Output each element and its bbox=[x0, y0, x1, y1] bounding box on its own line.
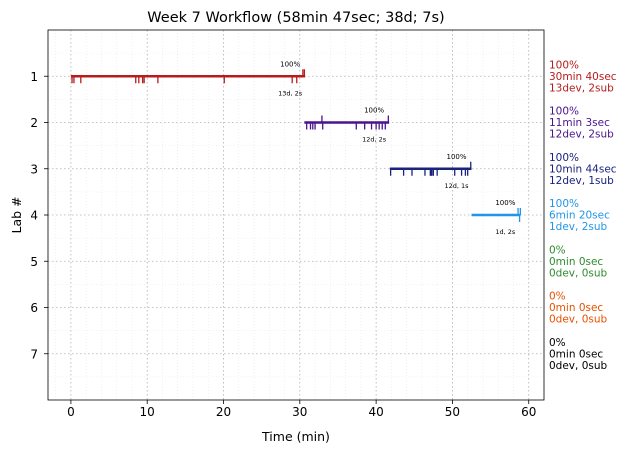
lab-5-legend-line: 0min 0sec bbox=[549, 256, 603, 268]
lab-1-summary-label: 13d, 2s bbox=[278, 89, 303, 97]
y-tick-label: 1 bbox=[30, 70, 38, 84]
y-axis-label: Lab # bbox=[9, 196, 24, 233]
lab-4-legend-line: 1dev, 2sub bbox=[549, 221, 608, 233]
lab-6-legend-line: 0% bbox=[549, 291, 566, 303]
y-tick-label: 3 bbox=[30, 162, 38, 176]
x-tick-label: 50 bbox=[445, 405, 460, 419]
lab-2-legend-line: 11min 3sec bbox=[549, 117, 610, 129]
lab-4-legend-line: 6min 20sec bbox=[549, 210, 610, 222]
y-tick-label: 5 bbox=[30, 255, 38, 269]
lab-3-legend-line: 12dev, 1sub bbox=[549, 175, 614, 187]
lab-4-completion-label: 100% bbox=[495, 199, 515, 207]
x-tick-label: 20 bbox=[216, 405, 231, 419]
x-tick-label: 30 bbox=[292, 405, 307, 419]
lab-7-legend-line: 0% bbox=[549, 337, 566, 349]
lab-2-legend-line: 12dev, 2sub bbox=[549, 129, 614, 141]
axes: 0 10 20 30 40 50 60 1 2 3 4 5 6 7 bbox=[30, 70, 536, 419]
y-tick-label: 6 bbox=[30, 301, 38, 315]
grid bbox=[48, 30, 545, 400]
lab-5-legend-line: 0dev, 0sub bbox=[549, 267, 608, 279]
lab-7-legend-line: 0min 0sec bbox=[549, 348, 603, 360]
x-tick-label: 40 bbox=[368, 405, 383, 419]
x-tick-label: 60 bbox=[521, 405, 536, 419]
lab-3-completion-label: 100% bbox=[446, 153, 466, 161]
lab-1-completion-label: 100% bbox=[280, 60, 300, 68]
lab-6-legend-line: 0min 0sec bbox=[549, 302, 603, 314]
y-tick-label: 7 bbox=[30, 347, 38, 361]
x-axis-label: Time (min) bbox=[261, 429, 330, 444]
lab-5-legend-line: 0% bbox=[549, 244, 566, 256]
lab-4-summary-label: 1d, 2s bbox=[495, 228, 516, 236]
lab-3-legend-line: 100% bbox=[549, 152, 579, 164]
lab-4-legend-line: 100% bbox=[549, 198, 579, 210]
lab-1-legend-line: 30min 40sec bbox=[549, 71, 617, 83]
lab-2-summary-label: 12d, 2s bbox=[362, 136, 387, 144]
y-tick-label: 2 bbox=[30, 116, 38, 130]
lab-2-completion-label: 100% bbox=[364, 107, 384, 115]
plot-marks: 100% 13d, 2s 100% 12d, 2s 100% 12d, 1s 100% 1d,… bbox=[70, 60, 521, 236]
x-tick-label: 10 bbox=[140, 405, 155, 419]
chart-title: Week 7 Workflow (58min 47sec; 38d; 7s) bbox=[147, 10, 444, 26]
lab-1-legend-line: 13dev, 2sub bbox=[549, 82, 614, 94]
lab-1-legend-line: 100% bbox=[549, 59, 579, 71]
lab-7-legend-line: 0dev, 0sub bbox=[549, 360, 608, 372]
y-tick-label: 4 bbox=[30, 209, 38, 223]
lab-3-legend-line: 10min 44sec bbox=[549, 163, 617, 175]
lab-2-legend-line: 100% bbox=[549, 106, 579, 118]
x-tick-label: 0 bbox=[67, 405, 75, 419]
lab-6-legend-line: 0dev, 0sub bbox=[549, 314, 608, 326]
lab-3-summary-label: 12d, 1s bbox=[444, 182, 469, 190]
